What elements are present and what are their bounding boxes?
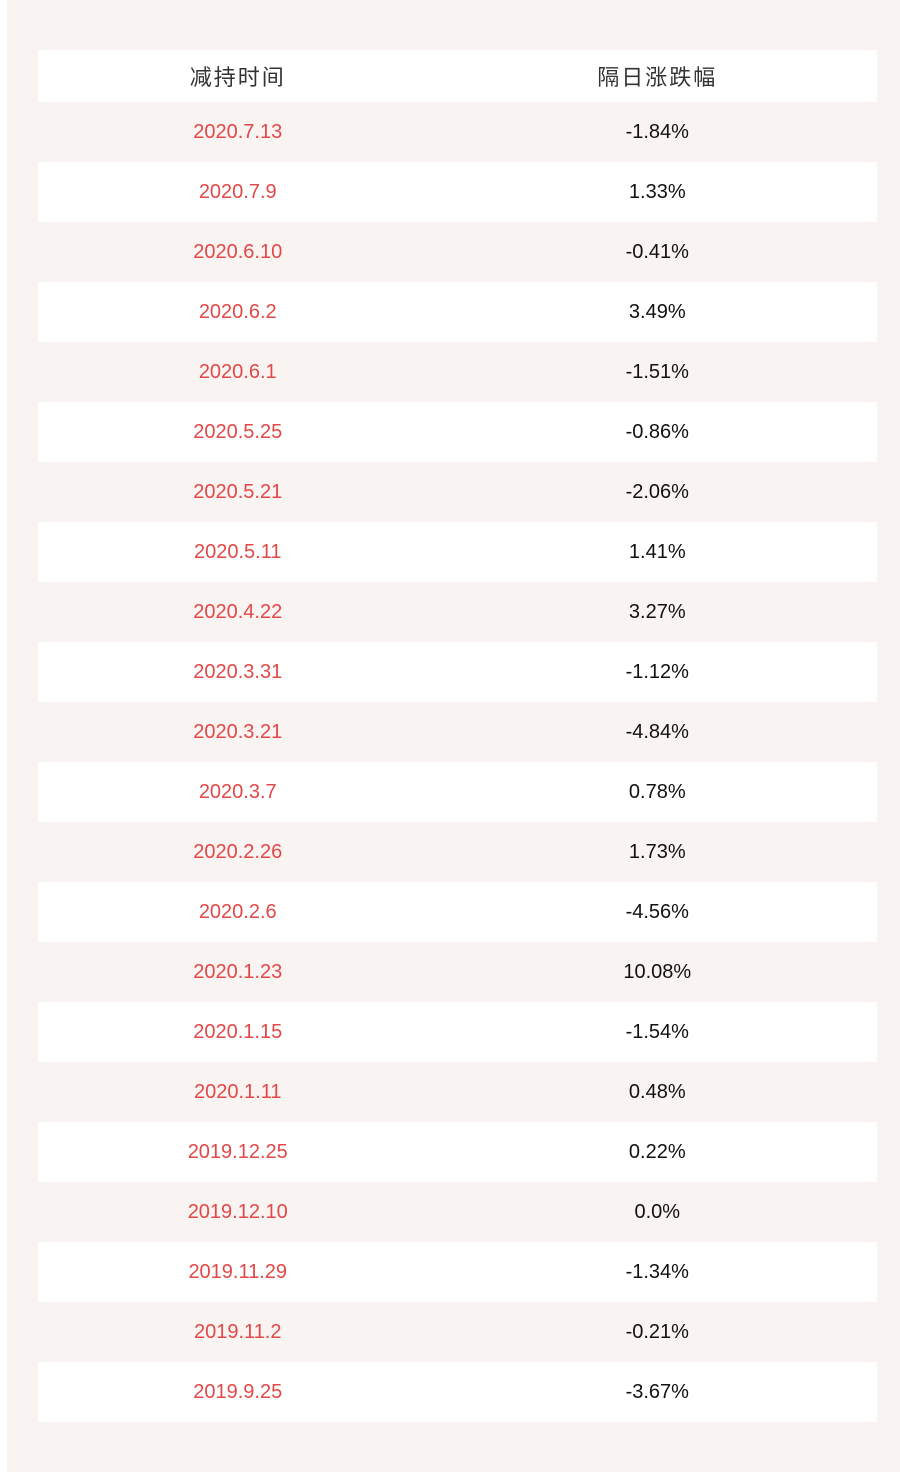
next-day-change-cell: 0.0% (634, 1200, 681, 1223)
table-row: 2020.3.21 -4.84% (38, 702, 877, 762)
next-day-change-cell: 3.27% (628, 600, 686, 623)
table-row: 2019.12.10 0.0% (38, 1182, 877, 1242)
next-day-change-cell: -1.34% (625, 1260, 689, 1283)
table-row: 2020.6.10 -0.41% (38, 222, 877, 282)
reduction-date-cell: 2020.5.21 (193, 480, 283, 503)
reduction-date-cell: 2020.5.11 (194, 540, 282, 563)
reduction-date-cell: 2020.2.26 (193, 840, 283, 863)
left-gutter (0, 0, 7, 1472)
next-day-change-cell: -0.41% (625, 240, 689, 263)
reduction-date-cell: 2020.6.10 (193, 240, 283, 263)
header-next-day-change: 隔日涨跌幅 (597, 65, 718, 90)
table-row: 2020.5.11 1.41% (38, 522, 877, 582)
table-row: 2020.3.7 0.78% (38, 762, 877, 822)
next-day-change-cell: -0.21% (625, 1320, 689, 1343)
next-day-change-cell: 3.49% (628, 300, 686, 323)
next-day-change-cell: 0.78% (628, 780, 686, 803)
next-day-change-cell: 0.48% (628, 1080, 686, 1103)
reduction-date-cell: 2020.1.11 (194, 1080, 282, 1103)
next-day-change-cell: -1.51% (625, 360, 689, 383)
next-day-change-cell: -0.86% (625, 420, 689, 443)
reduction-date-cell: 2019.12.10 (187, 1200, 288, 1223)
table-row: 2020.7.9 1.33% (38, 162, 877, 222)
table-row: 2020.2.6 -4.56% (38, 882, 877, 942)
next-day-change-cell: -1.12% (625, 660, 689, 683)
next-day-change-cell: -1.54% (625, 1020, 689, 1043)
reduction-date-cell: 2019.11.2 (194, 1320, 282, 1343)
next-day-change-cell: 0.22% (628, 1140, 686, 1163)
table-row: 2020.6.2 3.49% (38, 282, 877, 342)
table-body: 2020.7.13 -1.84% 2020.7.9 1.33% 2020.6.1… (38, 102, 877, 1422)
table-row: 2019.11.29 -1.34% (38, 1242, 877, 1302)
table-row: 2020.3.31 -1.12% (38, 642, 877, 702)
next-day-change-cell: 10.08% (623, 960, 692, 983)
reduction-date-cell: 2020.3.21 (193, 720, 283, 743)
table-row: 2020.5.25 -0.86% (38, 402, 877, 462)
table-row: 2020.6.1 -1.51% (38, 342, 877, 402)
reduction-date-cell: 2020.4.22 (193, 600, 283, 623)
table-row: 2020.1.15 -1.54% (38, 1002, 877, 1062)
table-row: 2020.7.13 -1.84% (38, 102, 877, 162)
reduction-date-cell: 2019.9.25 (193, 1380, 283, 1403)
reduction-date-cell: 2020.1.15 (193, 1020, 283, 1043)
next-day-change-cell: 1.41% (628, 540, 686, 563)
table-row: 2019.11.2 -0.21% (38, 1302, 877, 1362)
table-header-row: 减持时间 隔日涨跌幅 (38, 50, 877, 102)
next-day-change-cell: 1.33% (628, 180, 686, 203)
table-row: 2020.1.23 10.08% (38, 942, 877, 1002)
reduction-date-cell: 2020.6.1 (198, 360, 277, 383)
reduction-date-cell: 2019.12.25 (187, 1140, 288, 1163)
reduction-date-cell: 2020.5.25 (193, 420, 283, 443)
reduction-date-cell: 2020.7.9 (198, 180, 277, 203)
header-reduction-time: 减持时间 (189, 65, 286, 90)
reduction-change-table: 减持时间 隔日涨跌幅 2020.7.13 -1.84% 2020.7.9 1.3… (38, 50, 877, 1422)
reduction-date-cell: 2020.3.31 (193, 660, 283, 683)
next-day-change-cell: -3.67% (625, 1380, 689, 1403)
table-row: 2020.4.22 3.27% (38, 582, 877, 642)
next-day-change-cell: -2.06% (625, 480, 689, 503)
next-day-change-cell: 1.73% (628, 840, 686, 863)
next-day-change-cell: -4.84% (625, 720, 689, 743)
reduction-date-cell: 2020.7.13 (193, 120, 283, 143)
reduction-date-cell: 2019.11.29 (188, 1260, 288, 1283)
reduction-date-cell: 2020.3.7 (198, 780, 277, 803)
next-day-change-cell: -1.84% (625, 120, 689, 143)
table-row: 2020.5.21 -2.06% (38, 462, 877, 522)
table-row: 2019.9.25 -3.67% (38, 1362, 877, 1422)
table-row: 2019.12.25 0.22% (38, 1122, 877, 1182)
reduction-date-cell: 2020.1.23 (193, 960, 283, 983)
reduction-date-cell: 2020.6.2 (198, 300, 277, 323)
table-row: 2020.2.26 1.73% (38, 822, 877, 882)
table-row: 2020.1.11 0.48% (38, 1062, 877, 1122)
reduction-date-cell: 2020.2.6 (198, 900, 277, 923)
next-day-change-cell: -4.56% (625, 900, 689, 923)
